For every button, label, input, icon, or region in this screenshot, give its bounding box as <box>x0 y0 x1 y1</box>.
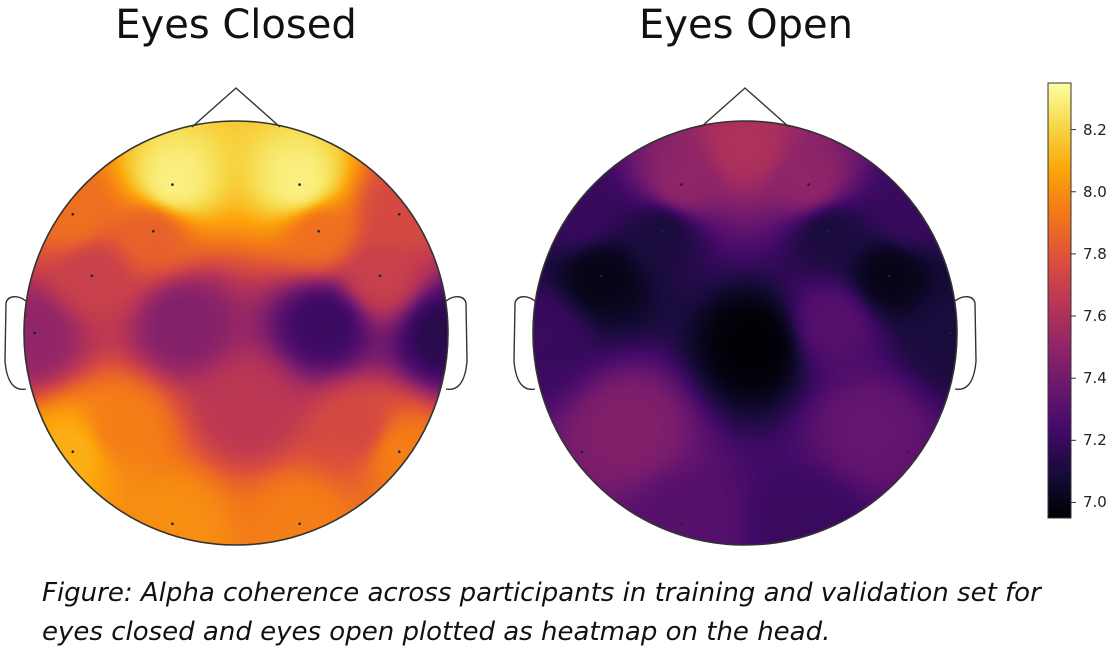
nose-eyes-open <box>700 87 790 128</box>
colorbar-tick-label-6: 8.2 <box>1083 120 1107 139</box>
electrode-dot-eyes-closed-3 <box>397 212 401 216</box>
colorbar <box>1047 82 1072 519</box>
right-ear-eyes-open <box>954 296 977 391</box>
colorbar-tick-label-0: 7.0 <box>1083 493 1107 512</box>
electrode-dot-eyes-open-10 <box>580 450 584 454</box>
electrode-dot-eyes-closed-6 <box>90 274 94 278</box>
electrode-dot-eyes-closed-7 <box>378 274 382 278</box>
nose-eyes-closed <box>191 87 281 128</box>
figure: Eyes Closed Eyes Open 7.0 7.2 7.4 7.6 7.8 8.0… <box>4 2 1107 546</box>
electrode-dot-eyes-closed-5 <box>317 229 320 233</box>
electrode-dot-eyes-open-11 <box>906 450 910 454</box>
caption-line-1: Figure: Alpha coherence across participa… <box>42 578 1041 608</box>
panel-title-eyes-closed: Eyes Closed <box>115 2 357 48</box>
colorbar-tick-label-3: 7.6 <box>1083 307 1107 326</box>
electrode-dot-eyes-closed-2 <box>71 212 75 216</box>
colorbar-tick-label-4: 7.8 <box>1083 244 1107 263</box>
electrode-dot-eyes-closed-0 <box>171 183 174 186</box>
electrode-dot-eyes-open-4 <box>661 229 664 233</box>
electrode-dot-eyes-closed-13 <box>298 522 301 526</box>
electrode-dot-eyes-open-12 <box>680 522 683 526</box>
electrode-dot-eyes-open-0 <box>680 183 683 186</box>
heatmap-eyes-open <box>533 121 957 545</box>
electrode-dot-eyes-open-6 <box>599 274 603 278</box>
head-outline-eyes-closed <box>23 120 449 546</box>
electrode-dot-eyes-open-1 <box>807 183 810 186</box>
electrode-dot-eyes-closed-11 <box>397 450 401 454</box>
electrode-dot-eyes-open-8 <box>542 331 545 335</box>
left-ear-eyes-closed <box>4 296 27 391</box>
colorbar-tick-label-2: 7.4 <box>1083 369 1107 388</box>
electrode-dot-eyes-open-7 <box>887 274 891 278</box>
topomap-svg <box>4 82 1076 546</box>
electrode-dot-eyes-closed-1 <box>298 183 301 186</box>
electrode-dot-eyes-open-3 <box>906 212 910 216</box>
heatmap-eyes-closed <box>24 121 448 545</box>
left-ear-eyes-open <box>513 296 536 391</box>
figure-caption: Figure: Alpha coherence across participa… <box>42 574 1102 652</box>
caption-line-2: eyes closed and eyes open plotted as hea… <box>42 617 831 647</box>
electrode-dot-eyes-closed-9 <box>440 331 443 335</box>
electrode-dot-eyes-open-9 <box>949 331 952 335</box>
electrode-dot-eyes-open-5 <box>826 229 829 233</box>
electrode-dot-eyes-closed-10 <box>71 450 75 454</box>
electrode-dot-eyes-closed-12 <box>171 522 174 526</box>
electrode-dot-eyes-open-2 <box>580 212 584 216</box>
electrode-dot-eyes-closed-8 <box>33 331 36 335</box>
right-ear-eyes-closed <box>445 296 468 391</box>
colorbar-tick-label-5: 8.0 <box>1083 182 1107 201</box>
colorbar-tick-label-1: 7.2 <box>1083 431 1107 450</box>
electrode-dot-eyes-open-13 <box>807 522 810 526</box>
panel-title-eyes-open: Eyes Open <box>639 2 853 48</box>
electrode-dot-eyes-closed-4 <box>152 229 155 233</box>
head-outline-eyes-open <box>532 120 958 546</box>
